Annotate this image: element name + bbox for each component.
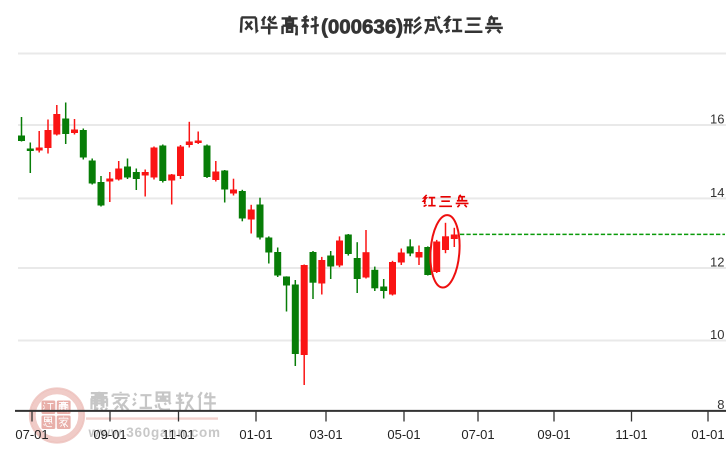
svg-text:12: 12: [710, 255, 724, 270]
svg-text:09-01: 09-01: [537, 427, 570, 442]
svg-text:16: 16: [710, 112, 724, 127]
svg-text:09-01: 09-01: [93, 427, 126, 442]
svg-text:05-01: 05-01: [387, 427, 420, 442]
svg-text:www.360gann.com: www.360gann.com: [88, 425, 221, 440]
svg-text:03-01: 03-01: [309, 427, 342, 442]
svg-text:11-01: 11-01: [615, 427, 647, 442]
svg-text:8: 8: [717, 397, 724, 412]
svg-text:01-01: 01-01: [239, 427, 272, 442]
svg-text:07-01: 07-01: [15, 427, 48, 442]
svg-text:(000636): (000636): [321, 16, 403, 39]
svg-text:01-01: 01-01: [691, 427, 724, 442]
svg-text:10: 10: [710, 327, 724, 342]
svg-text:07-01: 07-01: [461, 427, 494, 442]
svg-text:14: 14: [710, 185, 724, 200]
svg-text:11-01: 11-01: [162, 427, 194, 442]
